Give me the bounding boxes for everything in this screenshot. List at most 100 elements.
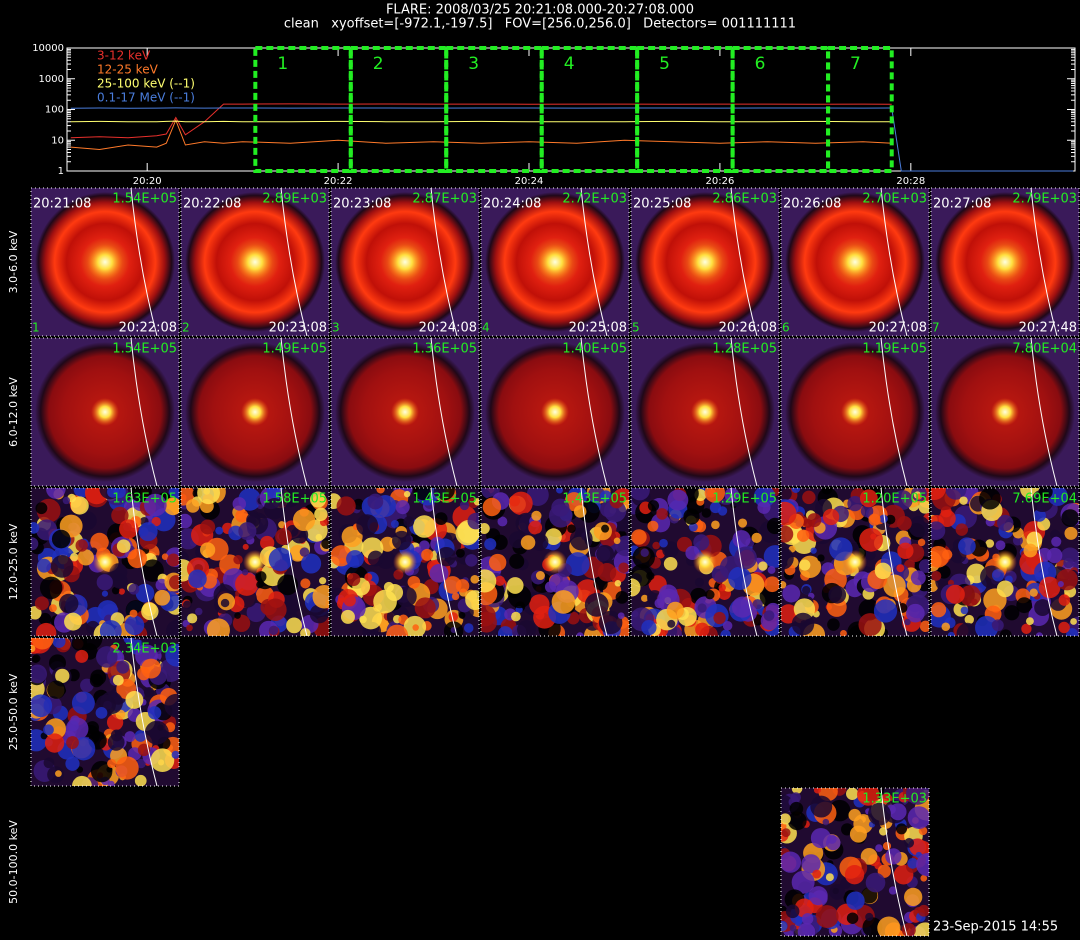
blob bbox=[697, 603, 707, 613]
blob bbox=[856, 788, 880, 806]
peak-label: 1.43E+05 bbox=[412, 492, 477, 507]
blob bbox=[654, 598, 665, 609]
blob bbox=[481, 569, 497, 593]
interval-label: 4 bbox=[564, 54, 575, 74]
end-time: 20:25:08 bbox=[569, 321, 627, 336]
blob bbox=[906, 788, 929, 805]
blob bbox=[115, 756, 139, 780]
blob bbox=[885, 848, 902, 865]
blob bbox=[787, 811, 807, 831]
blob bbox=[436, 546, 457, 567]
blob bbox=[964, 614, 974, 625]
source bbox=[687, 244, 723, 280]
source bbox=[91, 398, 119, 426]
image-panel: 2.87E+03 20:23:08 3 20:24:08 bbox=[330, 187, 480, 337]
blob bbox=[847, 496, 863, 512]
blob bbox=[947, 631, 955, 636]
image-panel: 1.28E+05 bbox=[630, 337, 780, 487]
panel-image bbox=[781, 188, 929, 336]
blob bbox=[497, 516, 508, 527]
blob bbox=[875, 844, 883, 852]
panel-image bbox=[481, 488, 629, 636]
blob bbox=[938, 509, 956, 528]
blob bbox=[141, 602, 159, 621]
solar-limb bbox=[430, 488, 458, 636]
blob bbox=[200, 542, 216, 558]
blob bbox=[340, 609, 355, 624]
blob bbox=[110, 729, 123, 742]
blob bbox=[1035, 632, 1043, 636]
start-time: 20:26:08 bbox=[783, 197, 841, 212]
blob bbox=[111, 586, 120, 595]
blob bbox=[751, 532, 762, 544]
blob bbox=[529, 594, 550, 615]
blob bbox=[846, 891, 865, 910]
peak-label: 1.49E+05 bbox=[262, 342, 327, 357]
blob bbox=[275, 528, 292, 546]
blob bbox=[535, 571, 545, 581]
blob bbox=[101, 590, 109, 597]
peak-label: 1.43E+05 bbox=[562, 492, 627, 507]
blob bbox=[641, 594, 649, 602]
blob bbox=[99, 620, 122, 636]
solar-limb bbox=[730, 338, 758, 486]
blob bbox=[136, 758, 146, 769]
solar-limb bbox=[280, 488, 308, 636]
blob bbox=[169, 575, 179, 590]
blob bbox=[300, 578, 311, 589]
blob bbox=[35, 622, 57, 636]
blob bbox=[656, 508, 668, 520]
blob bbox=[958, 537, 976, 555]
peak-label: 1.33E+03 bbox=[862, 792, 927, 807]
blob bbox=[497, 626, 513, 636]
blob bbox=[864, 549, 876, 561]
blob bbox=[763, 545, 779, 568]
blob bbox=[828, 585, 847, 604]
blob bbox=[301, 553, 322, 574]
blob bbox=[753, 488, 776, 508]
blob bbox=[825, 873, 834, 882]
blob bbox=[813, 788, 821, 794]
solar-limb bbox=[730, 488, 758, 636]
blob bbox=[789, 801, 804, 816]
peak-label: 1.28E+05 bbox=[712, 342, 777, 357]
image-panel: 1.49E+05 bbox=[180, 337, 330, 487]
solar-limb bbox=[130, 488, 158, 636]
blob bbox=[846, 788, 859, 800]
blob bbox=[412, 624, 419, 631]
blob bbox=[356, 514, 379, 536]
blob bbox=[879, 514, 888, 524]
blob bbox=[182, 600, 192, 610]
blob bbox=[879, 827, 888, 836]
blob bbox=[781, 547, 794, 570]
blob bbox=[129, 609, 138, 618]
blob bbox=[215, 526, 224, 535]
image-panel: 1.20E+05 bbox=[780, 487, 930, 637]
blob bbox=[429, 563, 449, 583]
blob bbox=[683, 508, 700, 525]
blob bbox=[124, 731, 136, 743]
blob bbox=[463, 623, 474, 633]
y-tick-label: 1 bbox=[58, 166, 64, 177]
blob bbox=[956, 622, 979, 636]
blob bbox=[758, 561, 768, 571]
blob bbox=[766, 517, 779, 535]
blob bbox=[233, 554, 243, 565]
blob bbox=[906, 603, 925, 623]
blob bbox=[1057, 580, 1064, 588]
series-line bbox=[70, 120, 892, 123]
time-interval bbox=[348, 46, 449, 173]
blob bbox=[718, 583, 726, 592]
y-tick-label: 10 bbox=[51, 135, 64, 146]
blob bbox=[873, 599, 898, 623]
blob bbox=[1061, 509, 1079, 527]
blob bbox=[235, 572, 259, 596]
blob bbox=[90, 760, 113, 783]
blob bbox=[717, 506, 728, 516]
blob bbox=[164, 693, 179, 718]
blob bbox=[343, 594, 356, 607]
blob bbox=[920, 874, 928, 882]
blob bbox=[785, 904, 800, 919]
blob bbox=[808, 886, 828, 906]
blob bbox=[125, 690, 144, 709]
